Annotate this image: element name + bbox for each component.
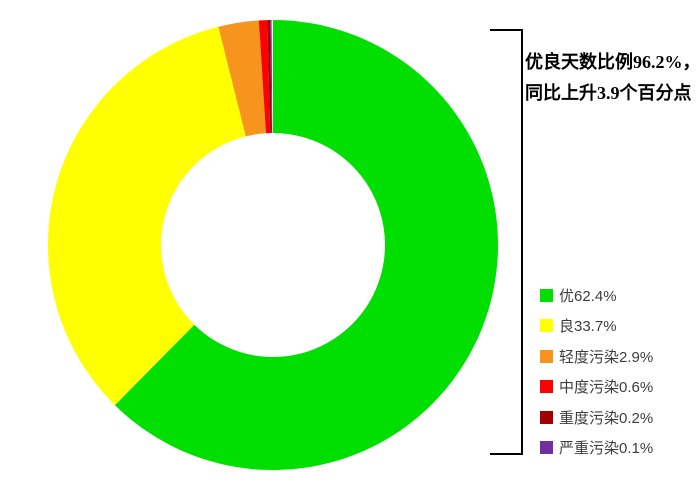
legend-label: 优62.4% xyxy=(559,287,617,305)
pie-slice-轻度污染 xyxy=(218,20,266,137)
pie-slice-重度污染 xyxy=(267,20,272,134)
annotation-line-2: 同比上升3.9个百分点 xyxy=(525,83,692,103)
legend-item-严重污染: 严重污染0.1% xyxy=(540,433,653,464)
legend-swatch-icon xyxy=(540,441,553,455)
legend-item-轻度污染: 轻度污染2.9% xyxy=(540,341,653,372)
legend-swatch-icon xyxy=(540,410,553,424)
legend-label: 中度污染0.6% xyxy=(559,379,654,397)
legend-label: 良33.7% xyxy=(559,318,617,336)
legend-label: 重度污染0.2% xyxy=(559,409,654,427)
legend-item-中度污染: 中度污染0.6% xyxy=(540,372,653,403)
annotation-bracket xyxy=(490,29,523,455)
legend-item-优: 优62.4% xyxy=(540,280,653,311)
annotation-text: 优良天数比例96.2%， 同比上升3.9个百分点 xyxy=(525,47,700,109)
legend-label: 严重污染0.1% xyxy=(559,440,654,458)
pie-slice-严重污染 xyxy=(270,20,273,134)
legend-swatch-icon xyxy=(540,319,553,333)
pie-slice-中度污染 xyxy=(258,20,271,134)
legend: 优62.4% 良33.7% 轻度污染2.9% 中度污染0.6% 重度污染0.2% 严重污染… xyxy=(540,280,653,463)
legend-swatch-icon xyxy=(540,380,553,394)
annotation-line-1: 优良天数比例96.2%， xyxy=(525,52,700,72)
legend-item-重度污染: 重度污染0.2% xyxy=(540,402,653,433)
pie-slice-良 xyxy=(47,26,246,406)
legend-swatch-icon xyxy=(540,288,553,302)
legend-label: 轻度污染2.9% xyxy=(559,348,654,366)
pie-slice-优 xyxy=(114,20,498,470)
legend-swatch-icon xyxy=(540,349,553,363)
legend-item-良: 良33.7% xyxy=(540,311,653,342)
